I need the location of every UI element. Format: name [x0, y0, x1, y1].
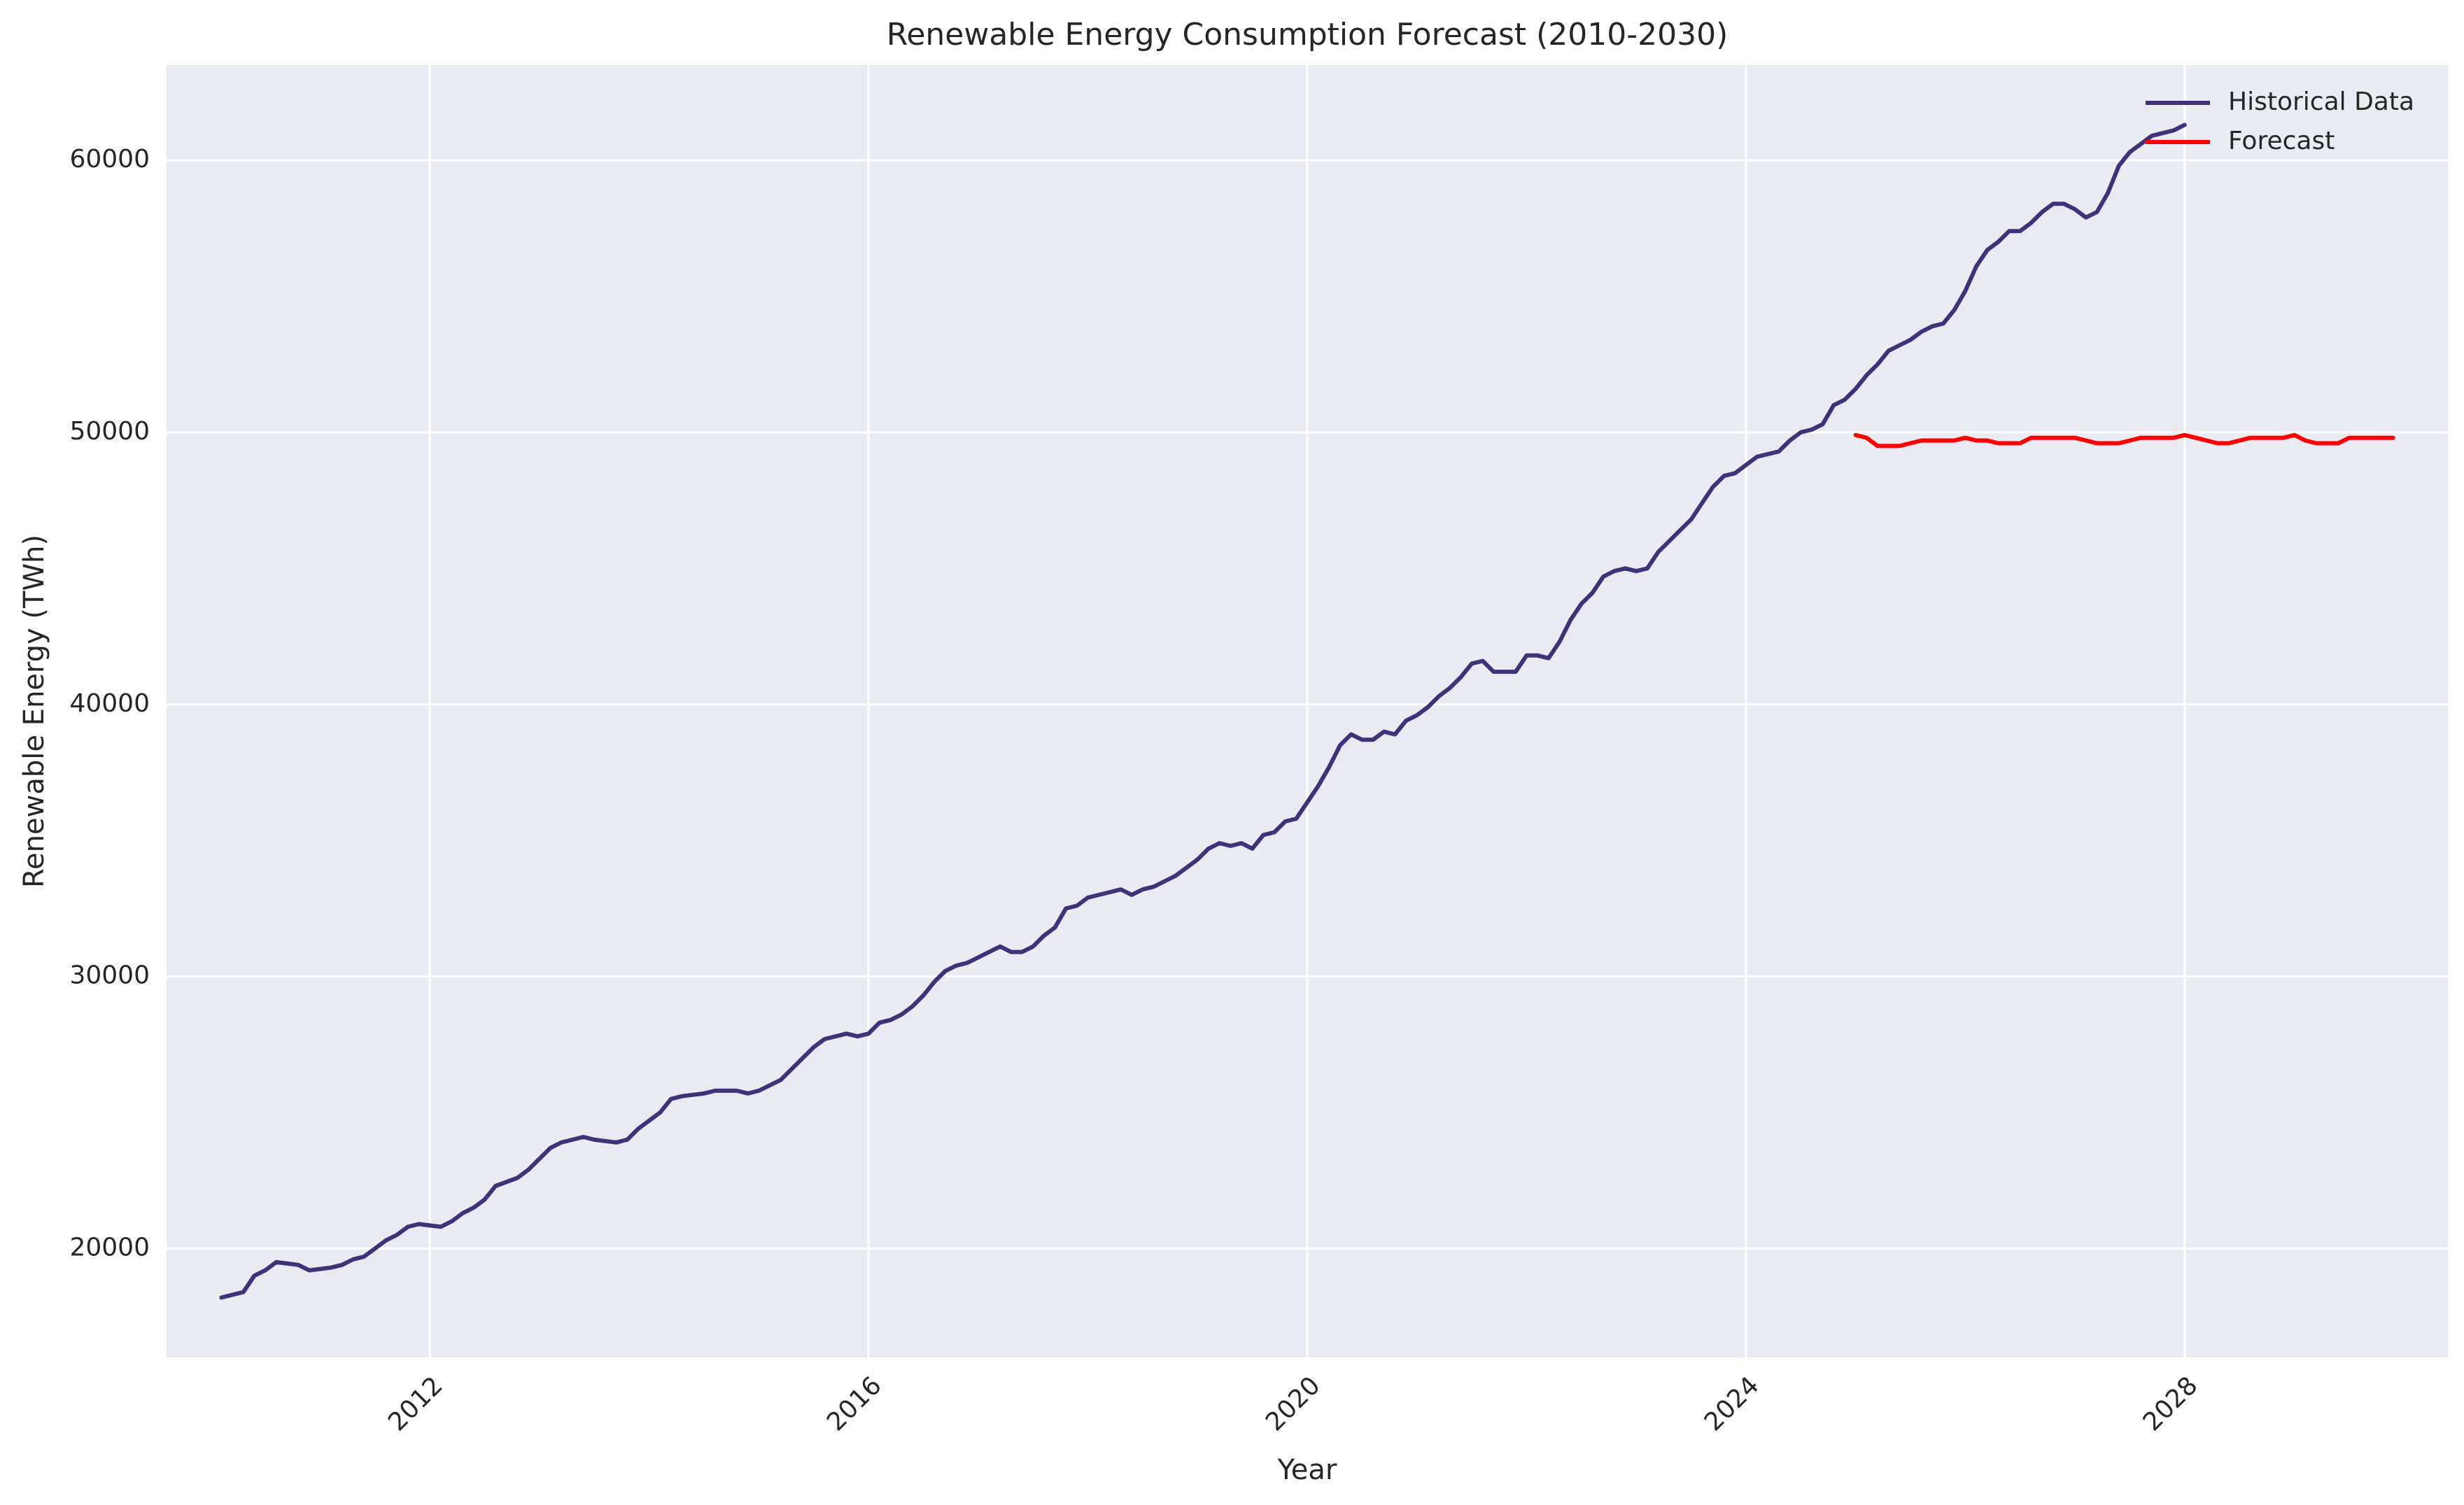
grid-lines: [167, 65, 2448, 1357]
x-axis-ticks: 2012 2016 2020 2024 2028: [383, 1371, 2203, 1437]
y-tick-label: 40000: [69, 689, 150, 718]
y-tick-label: 20000: [69, 1233, 150, 1262]
y-tick-label: 30000: [69, 961, 150, 990]
y-tick-label: 60000: [69, 145, 150, 174]
chart-title: Renewable Energy Consumption Forecast (2…: [887, 17, 1729, 52]
x-tick-label: 2024: [1699, 1371, 1765, 1437]
series-line-historical: [219, 122, 2187, 1300]
x-axis-label: Year: [1277, 1454, 1337, 1486]
y-axis-ticks: 20000 30000 40000 50000 60000: [69, 145, 150, 1262]
y-axis-label: Renewable Energy (TWh): [18, 535, 50, 888]
series-layer: [219, 122, 2395, 1300]
x-tick-label: 2012: [383, 1371, 449, 1437]
x-tick-label: 2020: [1260, 1371, 1326, 1437]
y-tick-label: 50000: [69, 417, 150, 446]
legend-label: Forecast: [2228, 127, 2335, 155]
x-tick-label: 2016: [822, 1371, 887, 1437]
legend-label: Historical Data: [2228, 87, 2414, 116]
legend: Historical Data Forecast: [2146, 87, 2414, 155]
series-line-forecast: [1853, 432, 2395, 448]
x-tick-label: 2028: [2138, 1371, 2204, 1437]
